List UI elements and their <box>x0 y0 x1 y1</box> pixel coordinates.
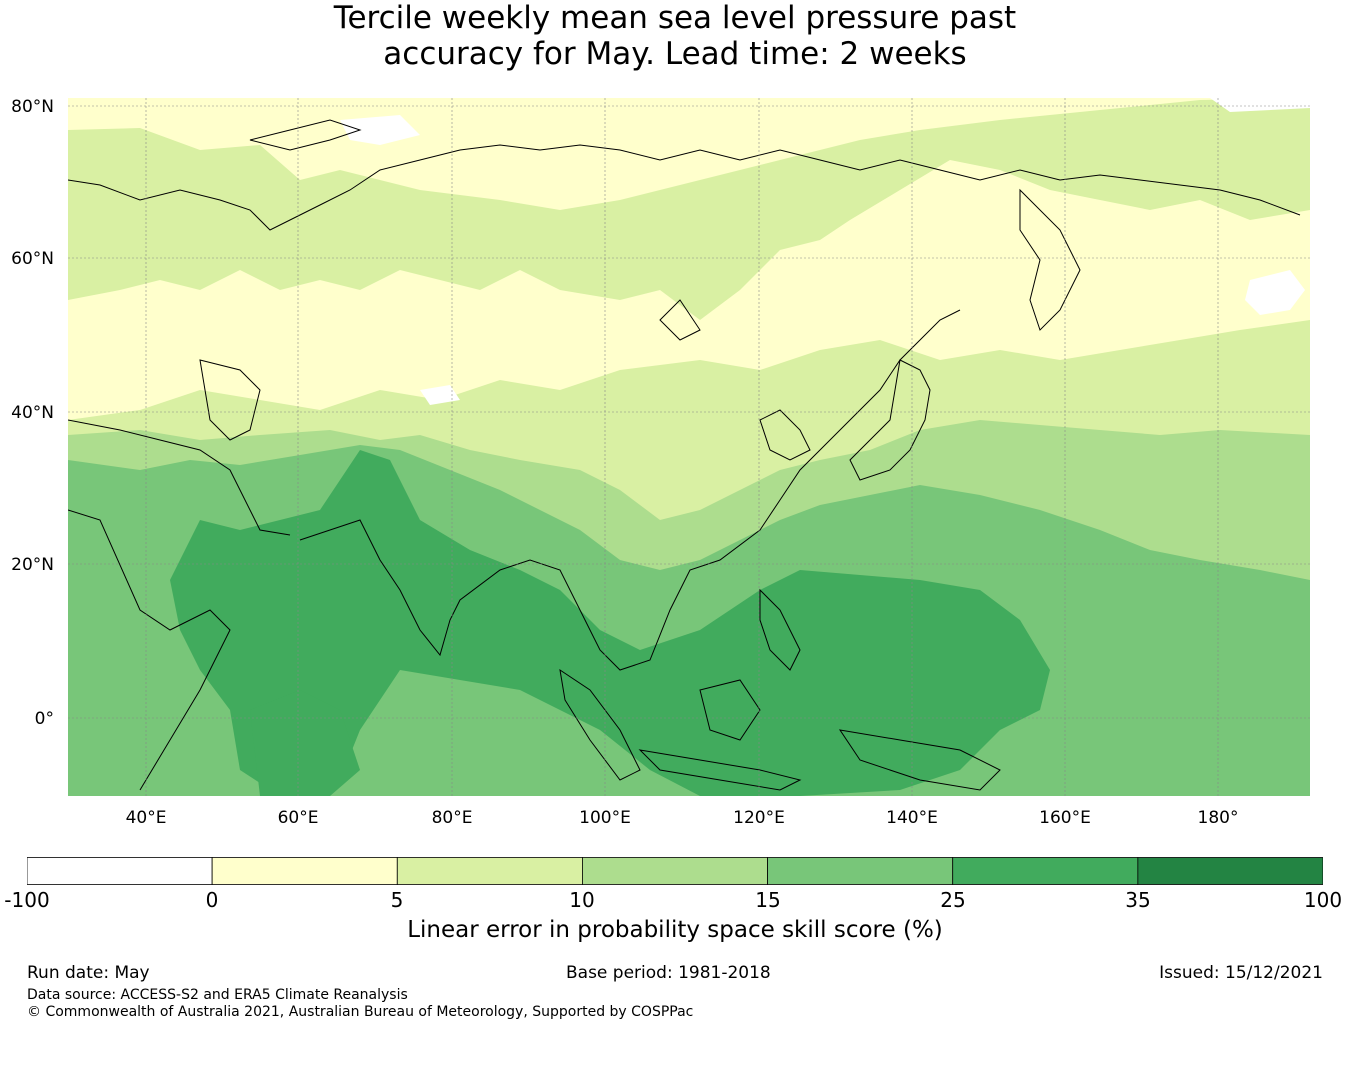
colorbar-bin <box>211 857 398 885</box>
lat-label: 60°N <box>11 249 54 269</box>
lat-label: 0° <box>35 709 54 729</box>
skill-zone-neg-2 <box>1245 270 1305 315</box>
lon-label: 160°E <box>1039 808 1091 828</box>
base-period: Base period: 1981-2018 <box>566 963 771 983</box>
lat-label: 80°N <box>11 97 54 117</box>
lon-label: 120°E <box>733 808 785 828</box>
map-panel: 80°N 60°N 40°N 20°N 0° 40°E 60°E 80°E 10… <box>0 90 1350 830</box>
lon-label: 180° <box>1198 808 1239 828</box>
chart-title: Tercile weekly mean sea level pressure p… <box>0 0 1350 72</box>
gridlines <box>68 98 1310 796</box>
colorbar-bin <box>27 857 213 885</box>
colorbar-bin <box>582 857 768 885</box>
issued-date: Issued: 15/12/2021 <box>1159 963 1323 983</box>
skill-zone-25-35-west <box>250 690 360 796</box>
skill-zone-neg-3 <box>1210 98 1310 112</box>
run-date: Run date: May <box>27 963 150 983</box>
skill-map: 80°N 60°N 40°N 20°N 0° 40°E 60°E 80°E 10… <box>11 97 1310 828</box>
title-line-2: accuracy for May. Lead time: 2 weeks <box>383 36 967 72</box>
colorbar-tick: 100 <box>1303 888 1343 912</box>
colorbar-bin <box>396 857 583 885</box>
lon-label: 80°E <box>432 808 473 828</box>
lat-labels: 80°N 60°N 40°N 20°N 0° <box>11 97 54 729</box>
skill-zone-neg-4 <box>420 385 460 405</box>
colorbar-bin <box>952 857 1139 885</box>
coastlines <box>68 119 1301 791</box>
colorbar-bin <box>767 857 954 885</box>
title-line-1: Tercile weekly mean sea level pressure p… <box>333 0 1017 36</box>
skill-zone-5-10 <box>68 98 1310 320</box>
colorbar-label: Linear error in probability space skill … <box>407 917 943 943</box>
colorbar-tick: 0 <box>205 888 219 912</box>
colorbar-tick: 15 <box>755 888 781 912</box>
lon-label: 60°E <box>278 808 319 828</box>
colorbar-bin <box>1137 857 1323 885</box>
skill-zone-25-35 <box>170 450 1050 796</box>
lat-label: 20°N <box>11 555 54 575</box>
lon-label: 140°E <box>886 808 938 828</box>
colorbar-tick: -100 <box>4 888 50 912</box>
lon-label: 100°E <box>579 808 631 828</box>
colorbar-tick: 5 <box>390 888 404 912</box>
data-source: Data source: ACCESS-S2 and ERA5 Climate … <box>27 987 408 1003</box>
colorbar <box>27 857 1323 885</box>
colorbar-tick: 10 <box>569 888 595 912</box>
colorbar-tick-labels: -100 0 5 10 15 25 35 100 <box>0 888 1350 914</box>
lon-labels: 40°E 60°E 80°E 100°E 120°E 140°E 160°E 1… <box>126 808 1239 828</box>
copyright: © Commonwealth of Australia 2021, Austra… <box>27 1004 694 1020</box>
colorbar-tick: 35 <box>1125 888 1151 912</box>
colorbar-tick: 25 <box>940 888 966 912</box>
lon-label: 40°E <box>126 808 167 828</box>
skill-zone-neg-1 <box>340 115 420 145</box>
lat-label: 40°N <box>11 403 54 423</box>
skill-field <box>68 98 1310 796</box>
